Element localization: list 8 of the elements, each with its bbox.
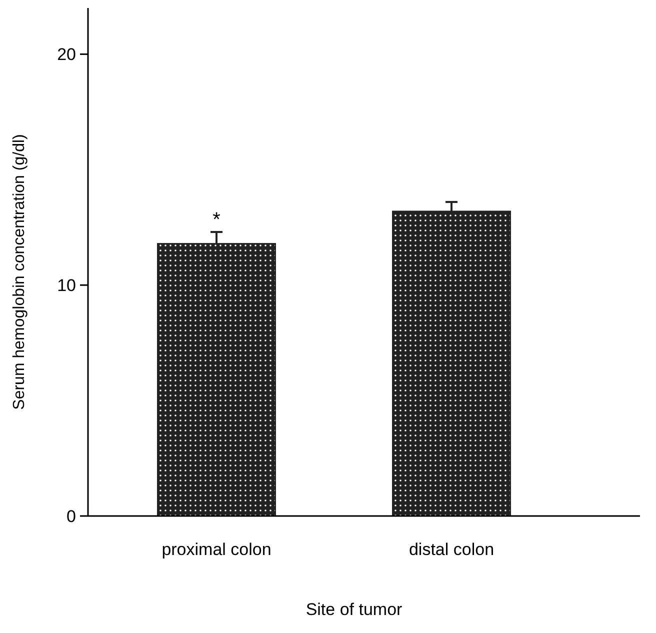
x-tick-label: proximal colon	[162, 540, 272, 559]
x-axis-title: Site of tumor	[306, 600, 403, 619]
annotation: *	[212, 208, 221, 231]
y-tick-label: 10	[57, 276, 76, 296]
y-tick-label: 0	[66, 506, 76, 526]
y-tick-label: 20	[57, 45, 76, 64]
y-axis-title: Serum hemoglobin concentration (g/dl)	[11, 134, 28, 410]
x-tick-label: distal colon	[408, 540, 494, 559]
